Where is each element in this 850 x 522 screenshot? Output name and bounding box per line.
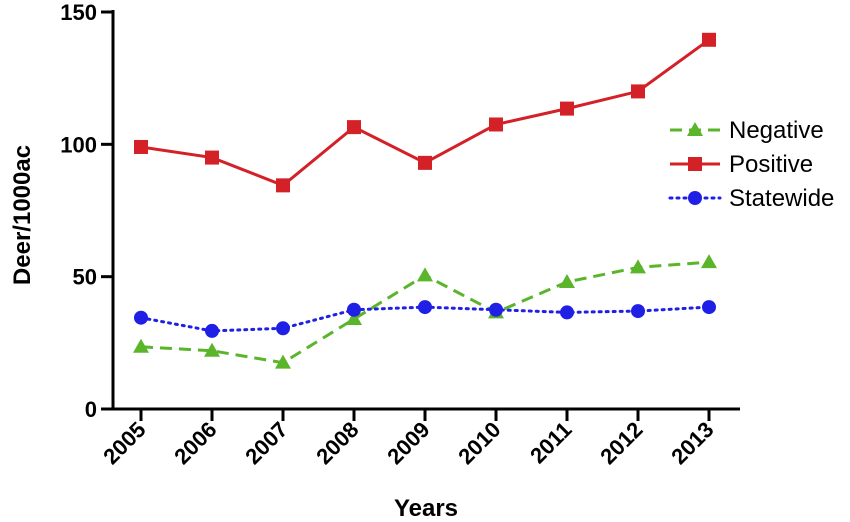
data-point-negative: [417, 267, 433, 282]
data-point-positive: [205, 150, 219, 165]
data-point-negative: [275, 354, 291, 369]
x-axis-ticks: 2005 2006 2007 2008 2009 2010 2011 2012 2013: [98, 409, 719, 469]
x-tick-label: 2011: [525, 417, 576, 468]
data-point-statewide: [347, 302, 361, 317]
data-point-positive: [276, 178, 290, 193]
x-tick-label: 2007: [240, 417, 292, 469]
y-axis-ticks: 0 50 100 150: [60, 0, 113, 422]
x-tick-label: 2008: [311, 417, 363, 469]
y-tick-label: 0: [85, 397, 97, 422]
data-point-negative: [559, 273, 575, 288]
data-point-statewide: [631, 304, 645, 319]
legend-item-negative: Negative: [670, 117, 824, 144]
y-axis-title: Deer/1000ac: [9, 145, 36, 285]
data-point-statewide: [560, 305, 574, 320]
data-point-positive: [489, 117, 503, 132]
data-point-positive: [418, 155, 432, 170]
x-axis-title: Years: [394, 495, 458, 522]
data-point-positive: [134, 139, 148, 154]
x-tick-label: 2006: [169, 417, 221, 469]
x-tick-label: 2013: [666, 417, 718, 469]
x-tick-label: 2010: [453, 417, 505, 469]
legend-label: Statewide: [729, 185, 834, 212]
data-point-negative: [701, 254, 717, 269]
data-point-statewide: [205, 323, 219, 338]
legend-label: Positive: [729, 151, 813, 178]
data-point-negative: [630, 259, 646, 274]
series-negative: [133, 254, 717, 369]
x-tick-label: 2009: [382, 417, 434, 469]
legend-label: Negative: [729, 117, 824, 144]
plot-area: [133, 32, 717, 369]
legend-item-positive: Positive: [670, 151, 813, 178]
data-point-negative: [346, 311, 362, 326]
data-point-statewide: [702, 300, 716, 315]
data-point-statewide: [489, 302, 503, 317]
legend-item-statewide: Statewide: [668, 185, 834, 212]
x-tick-label: 2012: [595, 417, 647, 469]
series-positive: [134, 32, 716, 193]
data-point-statewide: [276, 321, 290, 336]
data-point-statewide: [418, 300, 432, 315]
legend: Negative Positive Statewide: [668, 117, 834, 212]
data-point-statewide: [134, 310, 148, 325]
x-tick-label: 2005: [98, 417, 150, 469]
legend-marker: [688, 157, 702, 171]
y-tick-label: 150: [60, 0, 97, 25]
data-point-positive: [560, 101, 574, 116]
series-statewide: [134, 300, 716, 338]
data-point-negative: [133, 338, 149, 353]
legend-marker: [688, 191, 702, 205]
data-point-positive: [631, 84, 645, 99]
data-point-positive: [347, 120, 361, 135]
data-point-negative: [204, 342, 220, 357]
y-tick-label: 100: [60, 132, 97, 157]
legend-marker: [687, 122, 703, 136]
y-tick-label: 50: [73, 265, 97, 290]
data-point-positive: [702, 32, 716, 47]
